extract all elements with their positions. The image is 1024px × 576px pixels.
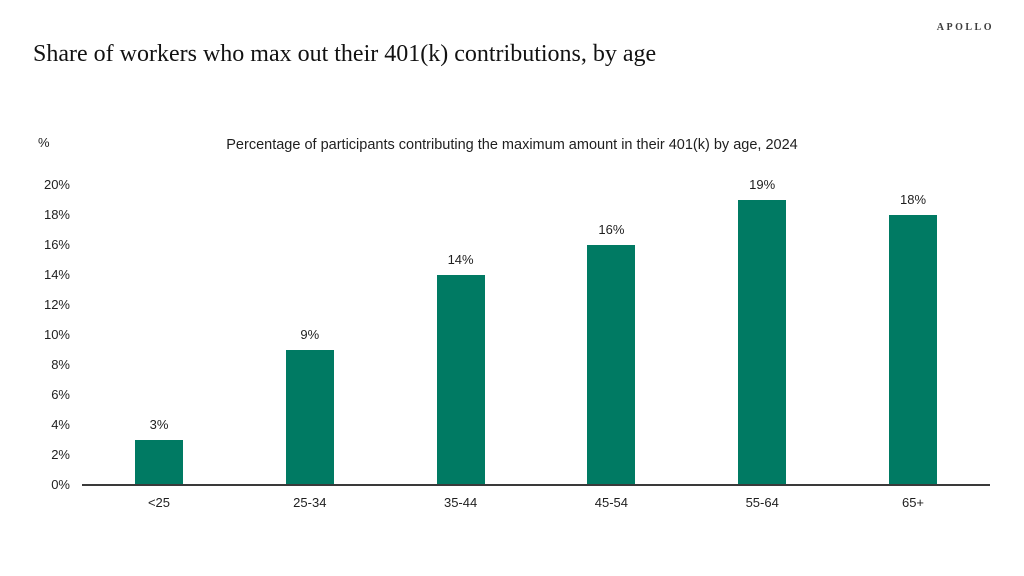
y-tick-label: 4%	[51, 417, 70, 432]
x-tick-label: 25-34	[293, 495, 327, 510]
y-tick-label: 18%	[43, 207, 70, 222]
y-tick-label: 2%	[51, 447, 70, 462]
bar-value-label: 18%	[899, 192, 927, 207]
y-tick-label: 8%	[51, 357, 70, 372]
x-axis-labels: <25 25-34 35-44 45-54 55-64 65+	[82, 495, 990, 513]
x-tick-label: 35-44	[443, 495, 478, 510]
y-tick-label: 20%	[43, 177, 70, 192]
apollo-logo: APOLLO	[936, 22, 994, 33]
y-axis-unit-label: %	[38, 135, 50, 150]
bar-35-44	[436, 275, 485, 485]
y-axis: 0% 2% 4% 6% 8% 10% 12% 14% 16% 18% 20%	[30, 0, 70, 576]
bar-value-label: 16%	[598, 222, 625, 237]
y-tick-label: 14%	[43, 267, 70, 282]
page-title: Share of workers who max out their 401(k…	[33, 41, 657, 67]
y-tick-label: 0%	[51, 477, 70, 492]
y-tick-label: 6%	[51, 387, 70, 402]
y-tick-label: 12%	[43, 297, 70, 312]
x-tick-label: 65+	[901, 495, 925, 510]
bar-value-label: 3%	[149, 417, 169, 432]
bar-25-34	[285, 350, 334, 485]
bar-<25	[135, 440, 183, 485]
x-axis-line	[82, 484, 990, 486]
x-tick-label: <25	[147, 495, 171, 510]
bar-value-label: 9%	[300, 327, 320, 342]
y-tick-label: 10%	[43, 327, 70, 342]
plot-area: 3% 9% 14% 16% 19% 18%	[82, 177, 990, 485]
x-tick-label: 45-54	[594, 495, 629, 510]
bar-55-64	[738, 200, 787, 485]
bar-45-54	[587, 245, 636, 485]
bar-65+	[889, 215, 937, 485]
bar-value-label: 19%	[749, 177, 776, 192]
bar-value-label: 14%	[447, 252, 474, 267]
chart-title: Percentage of participants contributing …	[226, 137, 798, 153]
x-tick-label: 55-64	[745, 495, 779, 510]
y-tick-label: 16%	[43, 237, 70, 252]
